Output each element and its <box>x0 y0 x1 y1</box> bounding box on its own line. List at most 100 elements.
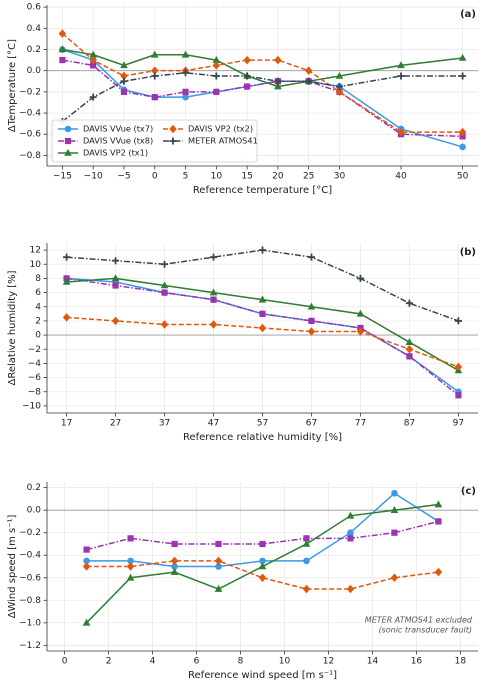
marker <box>347 529 354 537</box>
marker <box>274 77 282 85</box>
y-tick-label: 6 <box>35 288 41 298</box>
x-tick-label: 30 <box>334 172 346 182</box>
marker <box>171 540 178 548</box>
marker <box>335 71 344 79</box>
marker <box>209 320 218 329</box>
marker <box>182 69 190 77</box>
marker <box>458 53 467 61</box>
y-axis-label: ΔWind speed [m s⁻¹] <box>7 515 18 619</box>
marker <box>274 55 282 65</box>
x-axis-label: Reference temperature [°C] <box>193 185 332 196</box>
marker <box>151 94 158 101</box>
marker <box>59 56 66 64</box>
series-line <box>62 48 463 88</box>
marker <box>274 82 282 90</box>
marker <box>259 246 266 254</box>
marker <box>160 320 169 329</box>
marker <box>390 573 399 583</box>
marker <box>258 573 267 583</box>
y-axis-label: ΔTemperature [°C] <box>7 39 18 132</box>
x-tick-label: 50 <box>457 172 469 182</box>
marker <box>459 72 467 80</box>
x-tick-label: 25 <box>303 172 314 182</box>
series-line <box>62 59 463 138</box>
marker <box>127 535 134 542</box>
marker <box>346 511 355 519</box>
y-tick-label: −0.6 <box>19 130 41 140</box>
marker <box>405 338 414 345</box>
x-tick-label: 97 <box>453 419 464 429</box>
marker <box>455 392 462 399</box>
marker <box>58 29 67 38</box>
y-tick-label: −1.0 <box>19 618 41 628</box>
y-tick-label: −0.4 <box>19 109 41 119</box>
legend-marker <box>64 148 72 156</box>
y-tick-label: −1.2 <box>19 641 41 651</box>
panel-label: (c) <box>461 486 476 497</box>
marker <box>213 88 220 95</box>
marker <box>210 253 218 261</box>
y-tick-label: 0.6 <box>27 3 42 13</box>
marker <box>89 93 97 101</box>
y-tick-label: −2 <box>28 345 41 355</box>
marker <box>335 87 344 97</box>
x-tick-label: 47 <box>208 419 219 429</box>
x-tick-label: 27 <box>110 419 121 429</box>
marker <box>83 546 90 553</box>
marker <box>434 500 443 508</box>
marker <box>307 253 315 261</box>
y-tick-label: −6 <box>28 373 42 383</box>
x-tick-label: 6 <box>194 657 200 667</box>
marker <box>243 55 251 65</box>
y-tick-label: 0.2 <box>27 483 41 493</box>
marker <box>182 88 189 95</box>
y-tick-label: −8 <box>28 387 42 397</box>
marker <box>62 313 71 322</box>
legend-marker <box>169 137 177 145</box>
x-tick-label: 40 <box>395 172 407 182</box>
x-tick-label: 2 <box>106 657 112 667</box>
marker <box>391 529 398 536</box>
marker <box>150 50 159 58</box>
x-tick-label: 0 <box>62 657 68 667</box>
marker <box>212 72 220 80</box>
marker <box>111 316 120 326</box>
marker <box>302 584 311 594</box>
legend-label: METER ATMOS41 <box>188 136 258 146</box>
marker <box>112 282 119 289</box>
marker <box>259 540 266 548</box>
x-tick-label: 37 <box>159 419 170 429</box>
marker <box>89 55 97 65</box>
y-tick-label: 10 <box>30 260 42 270</box>
marker <box>303 557 310 565</box>
marker <box>258 323 267 333</box>
x-tick-label: −5 <box>117 172 130 182</box>
x-tick-label: 16 <box>411 657 423 667</box>
y-tick-label: 4 <box>35 302 41 312</box>
x-tick-label: 10 <box>211 172 223 182</box>
marker <box>259 310 266 317</box>
y-tick-label: −4 <box>28 359 42 369</box>
marker <box>308 317 315 325</box>
marker <box>391 489 398 497</box>
panel-label: (b) <box>460 247 476 258</box>
marker <box>356 309 365 317</box>
marker <box>397 72 405 80</box>
marker <box>307 302 316 310</box>
x-axis-label: Reference wind speed [m s⁻¹] <box>188 670 337 681</box>
marker <box>302 539 311 547</box>
y-tick-label: −0.8 <box>19 151 41 161</box>
marker <box>435 518 442 525</box>
x-axis-label: Reference relative humidity [%] <box>183 432 342 443</box>
y-tick-label: 0.0 <box>27 506 42 516</box>
marker <box>335 83 343 91</box>
x-tick-label: 12 <box>323 657 334 667</box>
marker <box>356 327 365 336</box>
marker <box>347 535 354 542</box>
legend-marker <box>169 124 177 134</box>
x-tick-label: 17 <box>61 419 72 429</box>
marker <box>406 353 413 360</box>
marker <box>160 281 169 289</box>
marker <box>120 88 128 95</box>
